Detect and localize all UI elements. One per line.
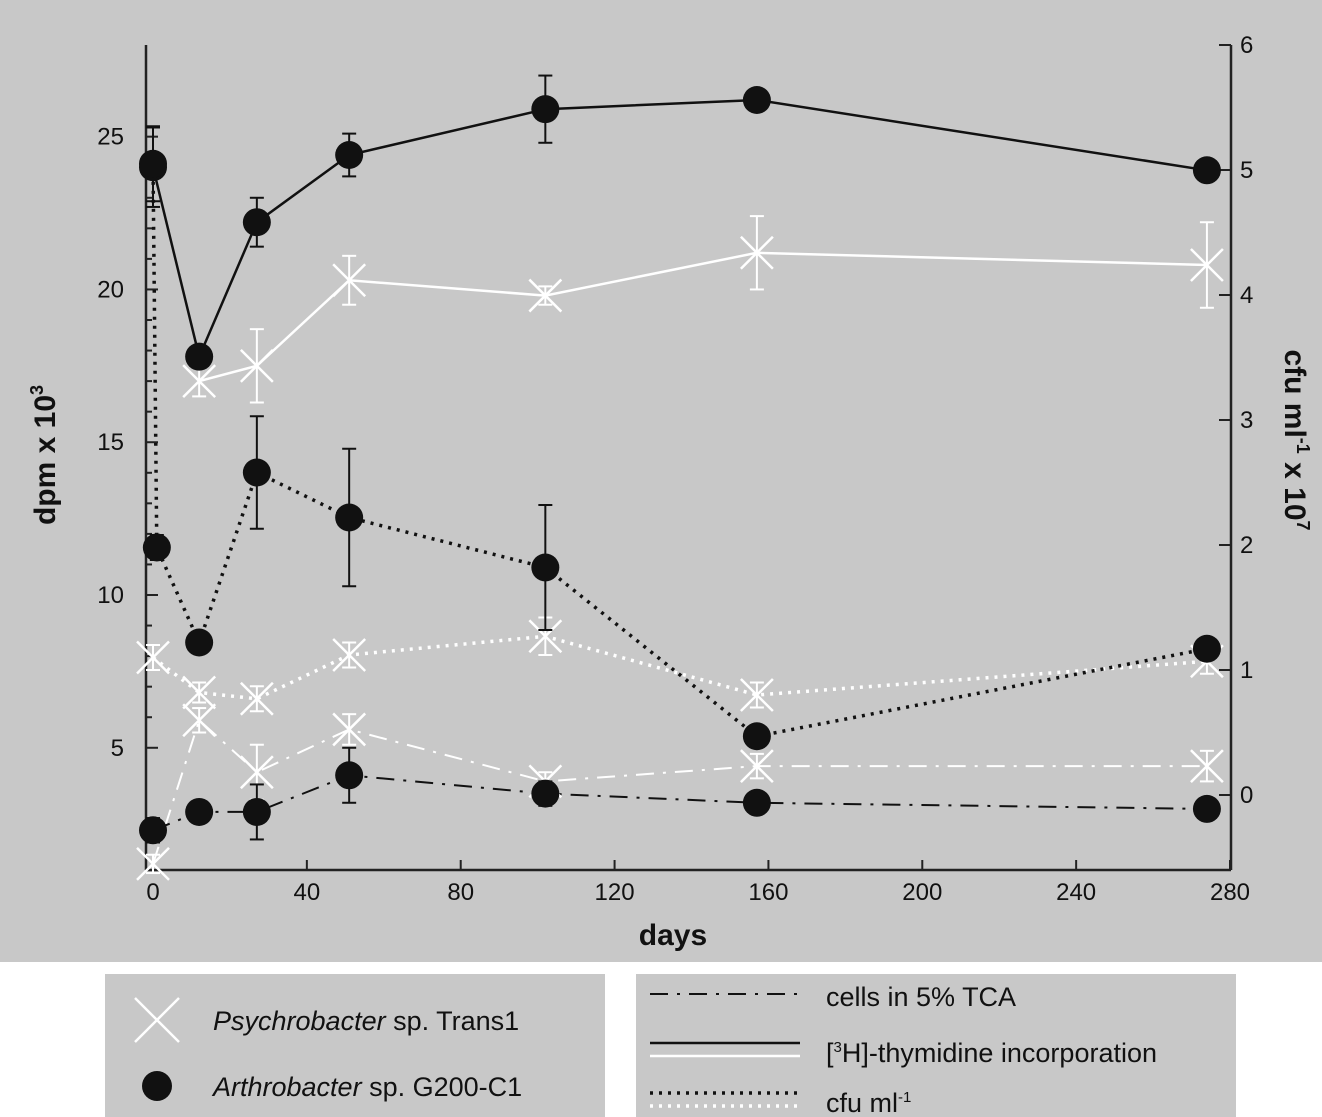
data-point	[136, 640, 170, 675]
right-axis-title-sup2: 7	[1293, 521, 1313, 531]
data-point	[335, 503, 364, 532]
data-point	[242, 208, 271, 237]
data-point	[335, 141, 364, 169]
right-tick-label: 5	[1240, 157, 1253, 184]
legend-marker-name-1: Psychrobacter	[213, 1006, 387, 1036]
legend-line-pre-1: cells in 5% TCA	[826, 982, 1016, 1012]
data-point	[742, 788, 771, 817]
legend-marker-suffix-1: sp. Trans1	[386, 1006, 520, 1036]
legend-line-label-2: [3H]-thymidine incorporation	[826, 1038, 1157, 1068]
ticks-layer: 0 40 80 120 160 200 240 280 5 10 15 20 25 0 1 2 3 4 5 6	[97, 32, 1253, 906]
right-tick-label: 2	[1240, 532, 1253, 559]
left-tick-label: 5	[111, 735, 124, 762]
legend-line-label-3: cfu ml-1	[826, 1088, 911, 1117]
legend-line-pre-2: [	[826, 1038, 834, 1068]
legend-circle-marker	[142, 1071, 172, 1101]
data-point	[185, 628, 214, 657]
data-point	[239, 348, 274, 383]
right-tick-label: 4	[1240, 282, 1253, 309]
data-point	[332, 712, 367, 747]
left-tick-label: 20	[97, 276, 124, 303]
data-point	[740, 235, 774, 270]
data-point	[742, 86, 771, 114]
legend-markers-background	[105, 974, 605, 1117]
x-tick-label: 200	[902, 879, 942, 906]
x-tick-label: 120	[595, 879, 635, 906]
data-point	[142, 533, 171, 562]
legend-lines: cells in 5% TCA [3H]-thymidine incorpora…	[650, 982, 1157, 1117]
legend-marker-suffix-2: sp. G200-C1	[362, 1072, 523, 1102]
data-point	[185, 342, 214, 371]
data-point	[1192, 156, 1221, 185]
data-point	[1190, 248, 1224, 282]
plot-background	[0, 0, 1322, 962]
legend-marker-name-2: Arthrobacter	[211, 1072, 363, 1102]
legend-line-sup-2: 3	[834, 1039, 842, 1056]
data-point	[239, 681, 274, 716]
data-point	[531, 553, 560, 582]
data-point	[528, 619, 563, 654]
data-point	[136, 847, 170, 881]
x-tick-label: 0	[146, 879, 159, 906]
right-axis-title-mid: x 10	[1278, 454, 1311, 521]
x-tick-label: 80	[447, 879, 474, 906]
legend-marker-label-1: Psychrobacter sp. Trans1	[213, 1006, 519, 1036]
legend-line-pre-3: cfu ml	[826, 1088, 898, 1117]
right-tick-label: 3	[1240, 407, 1253, 434]
left-axis-title-main: dpm x 10	[29, 395, 62, 525]
data-point	[531, 779, 560, 808]
legend-marker-label-2: Arthrobacter sp. G200-C1	[211, 1072, 522, 1102]
legend-markers: Psychrobacter sp. Trans1 Arthrobacter sp…	[134, 997, 522, 1102]
legend-x-marker	[134, 997, 180, 1043]
data-point	[740, 749, 774, 783]
x-tick-label: 40	[294, 879, 321, 906]
right-tick-label: 6	[1240, 32, 1253, 59]
data-point	[182, 675, 217, 710]
data-point	[335, 761, 364, 790]
legend-lines-background	[636, 974, 1236, 1117]
legend-line-post-2: H]-thymidine incorporation	[842, 1038, 1157, 1068]
right-tick-label: 0	[1240, 782, 1253, 809]
data-point	[528, 278, 563, 313]
data-point	[742, 722, 771, 751]
left-axis-title: dpm x 103	[27, 385, 62, 525]
data-point	[239, 755, 274, 790]
data-point	[332, 638, 367, 672]
legend-line-label-1: cells in 5% TCA	[826, 982, 1016, 1012]
right-axis-title-main: cfu ml	[1278, 349, 1311, 437]
data-point	[1192, 794, 1221, 823]
data-point	[1190, 749, 1224, 783]
data-point	[332, 263, 367, 298]
left-tick-label: 10	[97, 582, 124, 609]
x-tick-label: 280	[1210, 879, 1250, 906]
data-point	[139, 816, 167, 845]
data-point	[242, 797, 271, 826]
data-point	[182, 364, 217, 398]
data-point	[139, 149, 167, 178]
right-tick-label: 1	[1240, 657, 1253, 684]
left-tick-label: 25	[97, 124, 124, 151]
x-tick-label: 160	[748, 879, 788, 906]
series-layer	[136, 74, 1224, 881]
left-axis-title-sup: 3	[27, 385, 47, 395]
left-tick-label: 15	[97, 429, 124, 456]
data-point	[182, 703, 217, 738]
x-tick-label: 240	[1056, 879, 1096, 906]
x-axis-title: days	[639, 919, 707, 952]
legend-line-sup-3: -1	[898, 1089, 911, 1106]
data-point	[531, 95, 560, 124]
series-line	[198, 251, 1207, 383]
data-point	[1192, 634, 1221, 663]
data-point	[185, 797, 214, 826]
series-line	[151, 163, 1208, 739]
data-point	[740, 678, 774, 712]
right-axis-title-sup1: -1	[1293, 438, 1313, 454]
right-axis-title: cfu ml-1 x 107	[1278, 349, 1313, 530]
data-point	[242, 458, 271, 487]
